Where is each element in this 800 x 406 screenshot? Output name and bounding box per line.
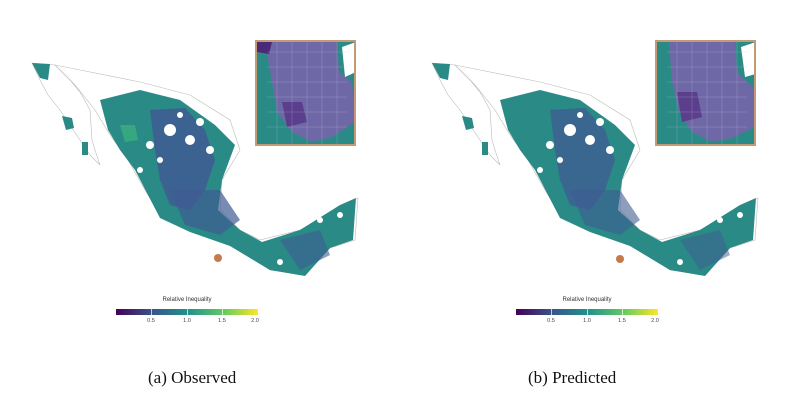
panel-observed: Relative Inequality 0.5 1.0 1.5 2.0 (a) … (31, 40, 359, 387)
legend-label: 1.0 (183, 318, 191, 324)
legend-label: 0.5 (547, 318, 555, 324)
inset-zoom-map (255, 40, 356, 146)
legend-tick (187, 308, 188, 316)
color-legend: Relative Inequality 0.5 1.0 1.5 2.0 (514, 297, 660, 329)
legend-tick (622, 308, 623, 316)
mexico-choropleth-map (31, 62, 359, 276)
panel-predicted: Relative Inequality 0.5 1.0 1.5 2.0 (b) … (400, 0, 800, 406)
legend-label: 1.5 (218, 318, 226, 324)
legend-tick (151, 308, 152, 316)
legend-title: Relative Inequality (162, 297, 212, 303)
legend-label: 0.5 (147, 318, 155, 324)
legend-label: 1.0 (583, 318, 591, 324)
legend-label: 1.5 (618, 318, 626, 324)
legend-tick (587, 308, 588, 316)
map-regions (432, 63, 756, 276)
highlight-marker (616, 255, 624, 263)
color-legend: Relative Inequality 0.5 1.0 1.5 2.0 (114, 297, 260, 329)
legend-label: 2.0 (251, 318, 259, 324)
legend-title: Relative Inequality (562, 297, 612, 303)
inset-zoom-map (655, 40, 756, 146)
legend-label: 2.0 (651, 318, 659, 324)
mexico-choropleth-map (431, 62, 759, 276)
caption-predicted: (b) Predicted (528, 368, 617, 387)
map-regions (32, 63, 356, 276)
highlight-marker (214, 254, 222, 262)
legend-tick (551, 308, 552, 316)
legend-tick (222, 308, 223, 316)
caption-observed: (a) Observed (148, 368, 237, 387)
